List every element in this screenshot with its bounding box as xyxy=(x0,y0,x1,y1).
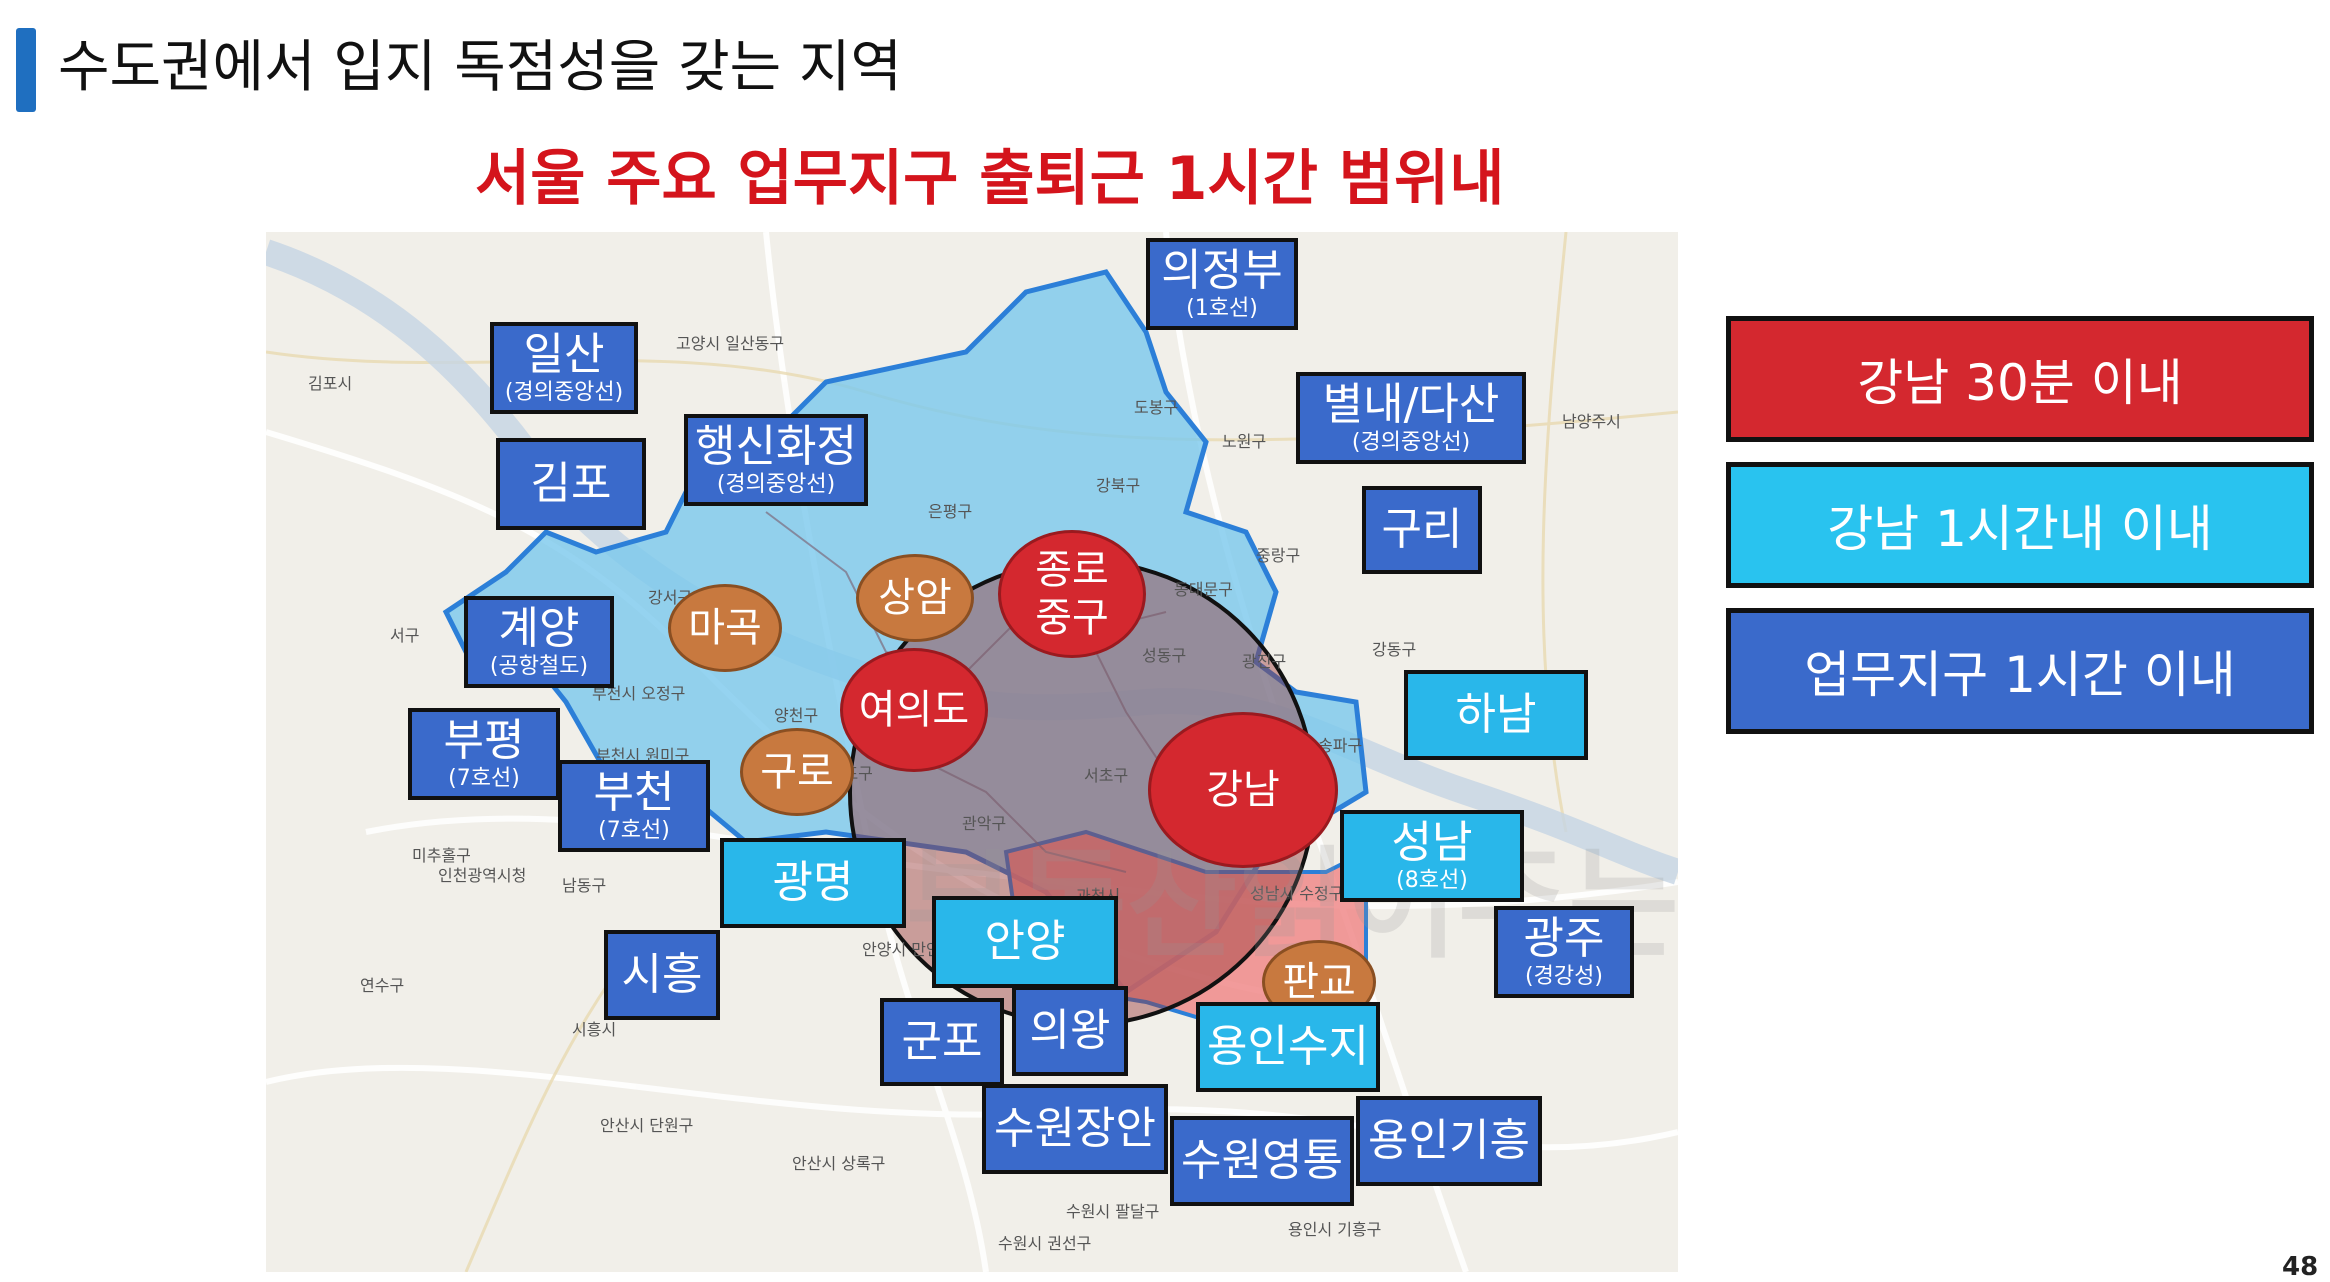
label-guri: 구리 xyxy=(1362,486,1482,574)
label-main: 수원장안 xyxy=(994,1102,1156,1154)
map-place-name: 도봉구 xyxy=(1134,398,1179,417)
label-main: 계양 xyxy=(498,603,580,655)
map-place-name: 수원시 권선구 xyxy=(998,1234,1092,1253)
legend-gangnam-30min: 강남 30분 이내 xyxy=(1726,316,2314,442)
page-subtitle: 서울 주요 업무지구 출퇴근 1시간 범위내 xyxy=(475,144,1505,214)
map-place-name: 서구 xyxy=(390,626,420,645)
legend-gangnam-1hour: 강남 1시간내 이내 xyxy=(1726,462,2314,588)
label-yongin-suji: 용인수지 xyxy=(1196,1002,1380,1092)
map-place-name: 강북구 xyxy=(1096,476,1141,495)
label-main: 시흥 xyxy=(621,948,703,1000)
label-main: 안양 xyxy=(984,915,1066,967)
label-main: 용인수지 xyxy=(1207,1020,1369,1072)
map-place-name: 광진구 xyxy=(1242,652,1287,671)
bubble-yeouido: 여의도 xyxy=(840,648,988,772)
label-anyang: 안양 xyxy=(932,896,1118,988)
label-main: 의왕 xyxy=(1029,1004,1111,1056)
map-place-name: 연수구 xyxy=(360,976,405,995)
label-main: 행신화정 xyxy=(695,421,857,473)
map-place-name: 중랑구 xyxy=(1256,546,1301,565)
map-place-name: 김포시 xyxy=(308,374,353,393)
map-place-name: 노원구 xyxy=(1222,432,1267,451)
label-ilsan: 일산 (경의중앙선) xyxy=(490,322,638,414)
label-main: 구리 xyxy=(1381,503,1463,555)
label-gyeyang: 계양 (공항철도) xyxy=(464,596,614,688)
label-main: 별내/다산 xyxy=(1322,379,1500,431)
label-gunpo: 군포 xyxy=(880,998,1004,1086)
map-place-name: 성동구 xyxy=(1142,646,1187,665)
label-main: 일산 xyxy=(523,329,605,381)
map-place-name: 은평구 xyxy=(928,502,973,521)
bubble-sangam: 상암 xyxy=(856,554,974,642)
label-sub: (경의중앙선) xyxy=(504,379,624,405)
map-place-name: 시흥시 xyxy=(572,1020,617,1039)
label-main: 군포 xyxy=(901,1015,983,1067)
label-main: 수원영통 xyxy=(1181,1134,1343,1186)
label-main: 의정부 xyxy=(1161,245,1283,297)
map-place-name: 동대문구 xyxy=(1174,580,1233,599)
map-place-name: 남양주시 xyxy=(1562,412,1621,431)
label-bucheon: 부천 (7호선) xyxy=(558,760,710,852)
label-gimpo: 김포 xyxy=(496,438,646,530)
label-hanam: 하남 xyxy=(1404,670,1588,760)
label-uijeongbu: 의정부 (1호선) xyxy=(1146,238,1298,330)
label-suwon-yeongtong: 수원영통 xyxy=(1170,1116,1354,1206)
bubble-magok: 마곡 xyxy=(668,584,782,672)
label-main: 광주 xyxy=(1523,913,1605,965)
map-place-name: 부천시 오정구 xyxy=(592,684,686,703)
bubble-guro: 구로 xyxy=(740,728,854,816)
map-place-name: 고양시 일산동구 xyxy=(676,334,785,353)
label-main: 용인기흥 xyxy=(1368,1114,1530,1166)
map-place-name: 강동구 xyxy=(1372,640,1417,659)
label-sub: (7호선) xyxy=(448,765,520,791)
bubble-jongno-junggu: 종로 중구 xyxy=(998,530,1146,658)
label-main: 부천 xyxy=(593,767,675,819)
map-place-name: 남동구 xyxy=(562,876,607,895)
label-seongnam: 성남 (8호선) xyxy=(1340,810,1524,902)
map-place-name: 안산시 상록구 xyxy=(792,1154,886,1173)
map-place-name: 용인시 기흥구 xyxy=(1288,1220,1382,1239)
label-sub: (경강성) xyxy=(1525,963,1603,989)
label-siheung: 시흥 xyxy=(604,930,720,1020)
label-gwangju: 광주 (경강성) xyxy=(1494,906,1634,998)
label-yongin-giheung: 용인기흥 xyxy=(1356,1096,1542,1186)
label-sub: (경의중앙선) xyxy=(1351,429,1471,455)
label-uiwang: 의왕 xyxy=(1012,986,1128,1076)
label-main: 광명 xyxy=(772,856,854,908)
label-byeollae-dasan: 별내/다산 (경의중앙선) xyxy=(1296,372,1526,464)
label-gwangmyeong: 광명 xyxy=(720,838,906,928)
label-bupyeong: 부평 (7호선) xyxy=(408,708,560,800)
label-suwon-jangan: 수원장안 xyxy=(982,1084,1168,1174)
map-place-name: 인천광역시청 xyxy=(438,866,527,885)
label-sub: (8호선) xyxy=(1396,867,1468,893)
page-number: 48 xyxy=(2282,1252,2319,1282)
map-place-name: 양천구 xyxy=(774,706,819,725)
map-place-name: 안산시 단원구 xyxy=(600,1116,694,1135)
label-sub: (7호선) xyxy=(598,817,670,843)
bubble-gangnam: 강남 xyxy=(1148,712,1338,868)
map-place-name: 서초구 xyxy=(1084,766,1129,785)
label-main: 김포 xyxy=(530,457,612,509)
map-place-name: 미추홀구 xyxy=(412,846,471,865)
label-main: 하남 xyxy=(1455,688,1537,740)
legend-business-1hour: 업무지구 1시간 이내 xyxy=(1726,608,2314,734)
label-sub: (경의중앙선) xyxy=(716,471,836,497)
label-sub: (공항철도) xyxy=(489,653,589,679)
label-sub: (1호선) xyxy=(1186,295,1258,321)
map-place-name: 송파구 xyxy=(1318,736,1363,755)
title-accent-bar xyxy=(16,28,36,112)
label-haengsin-hwajeong: 행신화정 (경의중앙선) xyxy=(684,414,868,506)
label-main: 성남 xyxy=(1391,817,1473,869)
map-place-name: 수원시 팔달구 xyxy=(1066,1202,1160,1221)
page-title: 수도권에서 입지 독점성을 갖는 지역 xyxy=(58,35,903,100)
map-place-name: 관악구 xyxy=(962,814,1007,833)
label-main: 부평 xyxy=(443,715,525,767)
map-place-name: 성남시 수정구 xyxy=(1250,884,1344,903)
